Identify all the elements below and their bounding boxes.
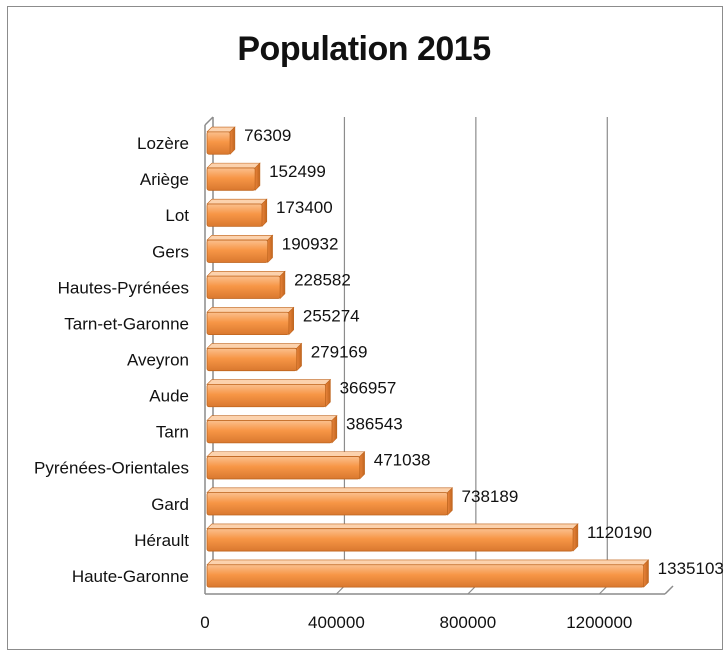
bar-end-face [254, 162, 261, 192]
bar-end-face [643, 559, 649, 588]
category-label: Tarn [156, 423, 189, 442]
x-tick-labels: 0 400000 800000 1200000 [200, 613, 632, 632]
x-axis-end-edge [664, 585, 674, 595]
bar-top-face [206, 198, 268, 205]
bar-end-face [288, 306, 294, 336]
category-labels: Lozère Ariège Lot Gers Hautes-Pyrénées Tarn-e… [34, 134, 189, 586]
bar-top-face [206, 271, 286, 277]
bar-end-face [572, 523, 579, 552]
bar [206, 383, 326, 408]
bar-top-face [206, 343, 303, 349]
data-label: 173400 [276, 198, 333, 217]
data-label: 1120190 [587, 523, 652, 542]
data-label: 738189 [462, 487, 519, 506]
category-label: Pyrénées-Orientales [34, 459, 189, 478]
data-label: 386543 [346, 415, 403, 434]
value-labels: 76309 152499 173400 190932 228582 255274 27916… [244, 126, 724, 578]
data-label: 190932 [282, 234, 339, 253]
bar-end-face [325, 378, 331, 408]
chart-title: Population 2015 [237, 30, 491, 68]
data-label: 366957 [340, 379, 397, 398]
category-label: Tarn-et-Garonne [64, 314, 189, 333]
category-label: Hérault [134, 531, 189, 550]
bar-end-face [296, 342, 302, 372]
category-label: Lot [165, 206, 189, 225]
bar [206, 347, 298, 372]
x-tick-label: 800000 [439, 613, 496, 632]
category-label: Gard [151, 495, 189, 514]
x-tick-label: 1200000 [566, 613, 632, 632]
bar [206, 528, 574, 552]
data-label: 152499 [269, 162, 326, 181]
category-label: Haute-Garonne [72, 567, 189, 586]
bar-end-face [359, 451, 365, 480]
x-tick-label: 400000 [308, 613, 365, 632]
bar [206, 456, 361, 480]
bar-top-face [206, 559, 650, 566]
bar-top-face [206, 523, 579, 530]
data-label: 279169 [311, 343, 368, 362]
bar-end-face [279, 270, 286, 300]
bar [206, 167, 256, 191]
data-label: 255274 [303, 306, 360, 325]
category-label: Hautes-Pyrénées [58, 278, 189, 297]
bar [206, 311, 290, 336]
data-label: 76309 [244, 126, 291, 145]
bar-end-face [261, 198, 268, 228]
bar-top-face [206, 234, 274, 241]
bar [206, 492, 448, 516]
bar-top-face [206, 162, 261, 169]
bar-end-face [447, 487, 453, 516]
bar [206, 275, 281, 299]
bar-top-face [206, 487, 454, 493]
category-label: Lozère [137, 134, 189, 153]
data-label: 228582 [294, 270, 351, 289]
data-label: 1335103 [658, 559, 724, 578]
bar [206, 564, 645, 588]
gridlines [336, 117, 608, 595]
bar-top-face [206, 451, 366, 457]
bar-top-face [206, 415, 338, 421]
bar-end-face [267, 234, 273, 264]
category-label: Aude [149, 387, 189, 406]
data-label: 471038 [374, 451, 431, 470]
x-tick-label: 0 [200, 613, 209, 632]
category-label: Gers [152, 242, 189, 261]
bar [206, 131, 231, 155]
bars [206, 126, 650, 588]
category-label: Aveyron [127, 351, 189, 370]
bar [206, 239, 269, 263]
bar-top-face [206, 307, 295, 313]
bar [206, 420, 333, 444]
bar [206, 203, 263, 227]
bar-end-face [229, 126, 236, 155]
category-label: Ariège [140, 170, 189, 189]
bar-top-face [206, 379, 332, 385]
y-axis-top-edge [204, 116, 214, 126]
bar-end-face [331, 414, 338, 444]
